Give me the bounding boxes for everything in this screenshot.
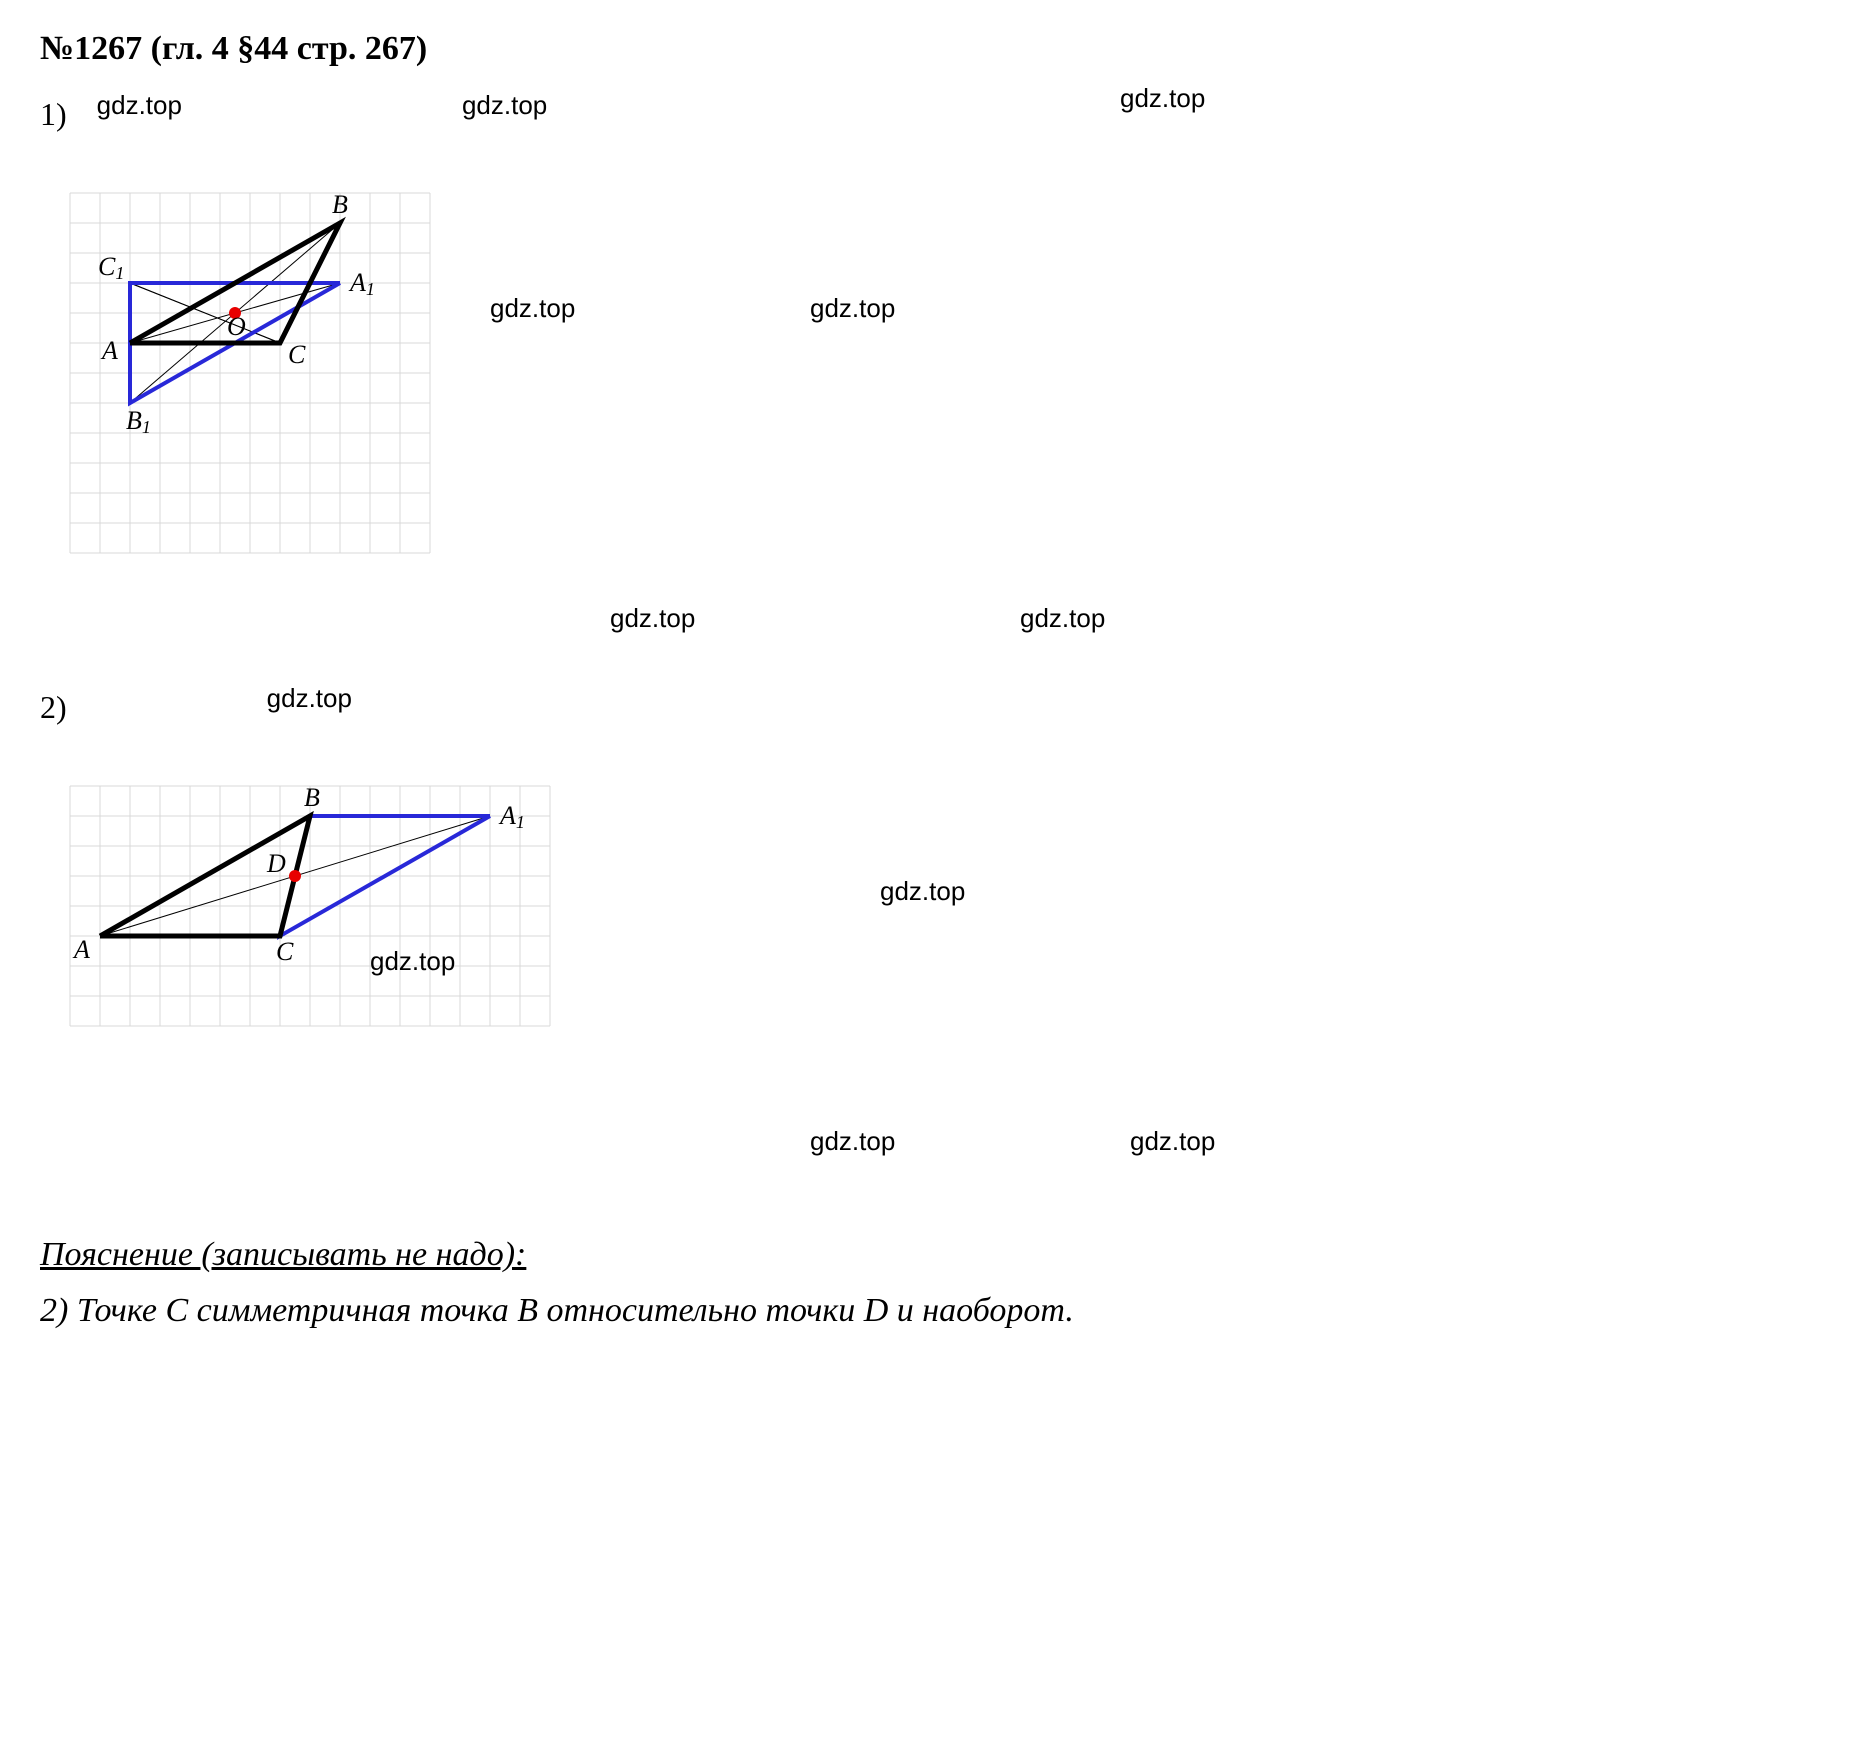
wm-row-2: gdz.top	[267, 683, 352, 714]
watermark: gdz.top	[1130, 1126, 1215, 1157]
item1-row: 1) gdz.top gdz.top	[40, 90, 1829, 133]
watermark: gdz.top	[490, 293, 575, 324]
figure2: BA1DAC	[40, 756, 580, 1061]
watermark: gdz.top	[880, 876, 965, 907]
svg-text:A: A	[100, 336, 118, 365]
watermark: gdz.top	[1020, 603, 1105, 634]
svg-text:D: D	[266, 849, 286, 878]
bottom-wm-row: gdz.top gdz.top	[40, 1126, 1829, 1176]
watermark: gdz.top	[462, 90, 547, 121]
item1-number: 1)	[40, 96, 67, 133]
wm-row-1: gdz.top gdz.top	[97, 90, 548, 121]
svg-text:B: B	[304, 783, 320, 812]
watermark: gdz.top	[810, 1126, 895, 1157]
watermark: gdz.top	[1120, 83, 1205, 114]
watermark: gdz.top	[610, 603, 695, 634]
watermark: gdz.top	[370, 946, 455, 977]
item2-number: 2)	[40, 689, 67, 726]
svg-text:O: O	[227, 312, 246, 341]
explanation-heading: Пояснение (записывать не надо):	[40, 1236, 1829, 1274]
problem-heading: №1267 (гл. 4 §44 стр. 267)	[40, 30, 1829, 68]
explanation-body: 2) Точке С симметричная точка В относите…	[40, 1292, 1829, 1330]
watermark: gdz.top	[97, 90, 182, 121]
figure2-block: BA1DAC gdz.top gdz.top	[40, 736, 1829, 1066]
svg-text:C: C	[288, 340, 306, 369]
svg-text:C: C	[276, 937, 294, 966]
watermark: gdz.top	[810, 293, 895, 324]
figure1: BC1A1OACB1	[40, 163, 460, 588]
watermark: gdz.top	[267, 683, 352, 714]
mid-wm-row: gdz.top gdz.top	[40, 603, 1829, 663]
figure1-block: BC1A1OACB1 gdz.top gdz.top gdz.top	[40, 143, 1829, 563]
item2-row: 2) gdz.top	[40, 683, 1829, 726]
svg-text:B: B	[332, 190, 348, 219]
svg-text:A: A	[72, 935, 90, 964]
